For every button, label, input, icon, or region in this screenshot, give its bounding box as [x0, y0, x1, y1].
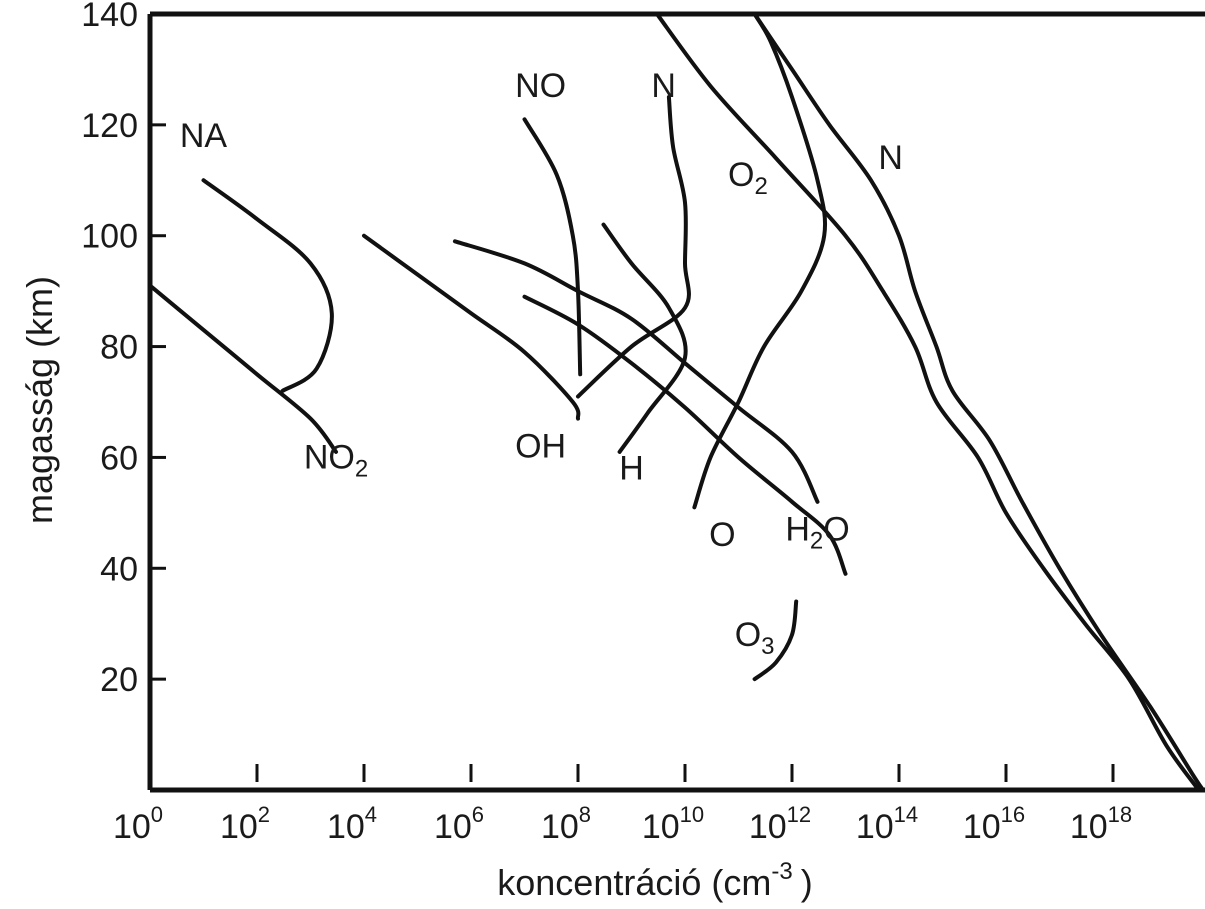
- x-tick-base: 10: [434, 808, 472, 846]
- x-ticks: 100 102 104 106 108 1010 1012 1014 1016 1018: [113, 764, 1132, 846]
- series-label-text: O: [709, 516, 735, 554]
- series-label-subscript: 2: [810, 528, 823, 555]
- x-tick-exponent: 2: [258, 802, 270, 827]
- series-label-subscript: 2: [754, 173, 767, 200]
- series-label-subscript: 3: [761, 633, 774, 660]
- series-label-no: NO: [515, 67, 566, 105]
- series-label-text: O: [728, 156, 754, 194]
- x-tick-base: 10: [220, 808, 258, 846]
- y-tick-label: 120: [81, 107, 138, 145]
- x-tick-exponent: 16: [1001, 802, 1025, 827]
- series-label-o: O: [709, 516, 735, 554]
- y-tick-label: 100: [81, 218, 138, 256]
- y-tick-label: 140: [81, 0, 138, 34]
- x-tick-base: 10: [963, 808, 1001, 846]
- x-tick-base: 10: [1070, 808, 1108, 846]
- y-ticks: 20 40 60 80 100 120 140: [81, 0, 166, 699]
- x-tick-label: 106: [434, 802, 484, 846]
- y-tick-label: 40: [100, 550, 138, 588]
- x-tick-exponent: 10: [680, 802, 704, 827]
- x-tick-exponent: 4: [365, 802, 377, 827]
- x-tick-label: 1016: [963, 802, 1025, 846]
- series-label-subscript: 2: [355, 456, 368, 483]
- x-tick-label: 1014: [856, 802, 918, 846]
- x-tick-exponent: 18: [1108, 802, 1132, 827]
- x-tick-label: 104: [327, 802, 377, 846]
- series-label-h: H: [619, 450, 644, 488]
- x-axis-title-main: koncentráció (cm: [497, 862, 771, 903]
- series-label-n_minor: N: [651, 67, 676, 105]
- series-label-text: N: [651, 67, 676, 105]
- series-line-n_minor: [576, 95, 691, 399]
- series-label-o3: O3: [735, 616, 775, 660]
- x-tick-base: 10: [642, 808, 680, 846]
- x-tick-label: 102: [220, 802, 270, 846]
- series-layer: [148, 12, 1205, 792]
- x-tick-label: 108: [541, 802, 591, 846]
- series-label-h2o: H2O: [785, 511, 849, 555]
- series-label-oh: OH: [515, 427, 566, 465]
- series-label-text: OH: [515, 427, 566, 465]
- series-label-text: O: [735, 616, 761, 654]
- x-tick-base: 10: [113, 808, 151, 846]
- series-label-text: NO: [515, 67, 566, 105]
- series-line-o: [692, 12, 828, 510]
- series-label-n2: N: [878, 139, 903, 177]
- series-label-text: H: [785, 511, 810, 549]
- series-line-h2o: [452, 239, 820, 504]
- y-tick-label: 60: [100, 439, 138, 477]
- series-label-na: NA: [180, 117, 228, 155]
- x-tick-exponent: 8: [579, 802, 591, 827]
- series-label-text: H: [619, 450, 644, 488]
- x-tick-base: 10: [327, 808, 365, 846]
- series-line-na: [201, 178, 334, 393]
- x-axis-title-close: ): [801, 862, 813, 903]
- x-tick-exponent: 0: [151, 802, 163, 827]
- x-tick-base: 10: [749, 808, 787, 846]
- x-tick-base: 10: [856, 808, 894, 846]
- y-axis-title: magasság (km): [19, 276, 60, 524]
- series-label-tail: O: [823, 511, 849, 549]
- x-tick-label: 1012: [749, 802, 811, 846]
- series-line-o3: [522, 294, 848, 576]
- x-tick-label: 100: [113, 802, 163, 846]
- y-tick-label: 20: [100, 661, 138, 699]
- x-axis-title-exponent: -3: [771, 858, 792, 885]
- x-tick-exponent: 6: [472, 802, 484, 827]
- series-label-o2: O2: [728, 156, 768, 200]
- series-label-text: NO: [304, 439, 355, 477]
- series-line-o3_lower: [752, 599, 799, 682]
- series-line-oh: [362, 233, 581, 421]
- x-axis-title: koncentráció (cm-3): [497, 858, 812, 903]
- series-label-no2: NO2: [304, 439, 368, 483]
- series-label-text: N: [878, 139, 903, 177]
- y-tick-label: 80: [100, 329, 138, 367]
- series-line-h: [601, 222, 688, 454]
- x-tick-exponent: 12: [787, 802, 811, 827]
- series-line-n2: [752, 12, 1205, 792]
- x-tick-base: 10: [541, 808, 579, 846]
- x-tick-label: 1018: [1070, 802, 1132, 846]
- series-line-no2: [148, 283, 338, 454]
- plot-frame: [147, 11, 1205, 793]
- series-line-o2: [655, 12, 1201, 792]
- series-label-text: NA: [180, 117, 228, 155]
- x-tick-exponent: 14: [894, 802, 918, 827]
- x-tick-label: 1010: [642, 802, 704, 846]
